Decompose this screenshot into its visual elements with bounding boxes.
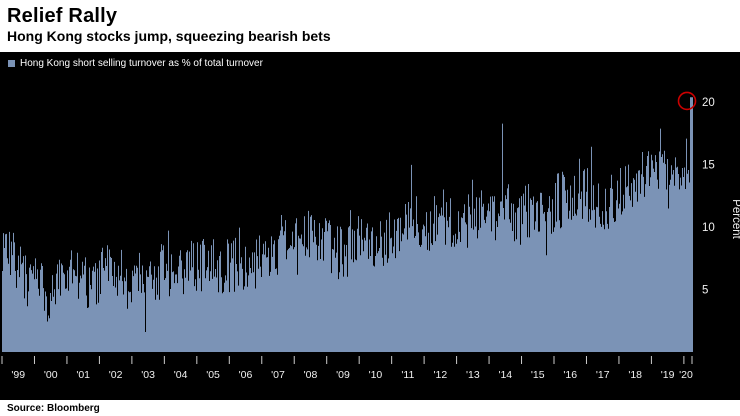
x-axis-label: '08 (304, 369, 318, 381)
x-axis-label: '18 (628, 369, 642, 381)
x-axis-label: '03 (141, 369, 155, 381)
x-axis-label: '06 (239, 369, 253, 381)
y-axis-label: 10 (702, 222, 715, 234)
x-axis-label: '01 (76, 369, 90, 381)
series-bars (2, 97, 693, 352)
x-axis-label: '20 (679, 369, 693, 381)
x-axis-label: '14 (498, 369, 512, 381)
x-axis-label: '11 (401, 369, 414, 381)
source-attribution: Source: Bloomberg (7, 402, 100, 414)
y-axis-label: 20 (702, 97, 715, 109)
chart-subtitle: Hong Kong stocks jump, squeezing bearish… (7, 28, 331, 44)
x-axis-label: '04 (174, 369, 188, 381)
x-axis-label: '12 (434, 369, 448, 381)
x-axis-label: '17 (596, 369, 610, 381)
x-axis-label: '02 (109, 369, 123, 381)
x-axis-label: '15 (531, 369, 545, 381)
x-axis-label: '13 (466, 369, 480, 381)
x-axis-label: '05 (206, 369, 220, 381)
legend-swatch-icon (8, 60, 15, 67)
x-axis-label: '00 (44, 369, 58, 381)
chart: '99 '00 '01 '02 '03 '04 '05 '06 '07 '08 '09 '10 '11 '… (0, 52, 740, 400)
legend-label: Hong Kong short selling turnover as % of… (20, 58, 263, 69)
y-axis-title: Percent (730, 199, 740, 239)
chart-canvas: '99 '00 '01 '02 '03 '04 '05 '06 '07 '08 '09 '10 '11 '… (1, 91, 740, 381)
spike-annotation-circle (677, 91, 697, 111)
x-axis-label: '10 (369, 369, 383, 381)
x-axis-label: '16 (563, 369, 577, 381)
chart-title: Relief Rally (7, 5, 118, 27)
y-axis-label: 5 (702, 285, 708, 297)
chart-footer: Source: Bloomberg (0, 400, 740, 416)
y-axis-label: 15 (702, 160, 715, 172)
chart-header: Relief Rally Hong Kong stocks jump, sque… (0, 0, 740, 52)
x-axis-label: '07 (271, 369, 285, 381)
x-axis-label: '19 (661, 369, 675, 381)
x-axis-label: '09 (336, 369, 350, 381)
chart-legend: Hong Kong short selling turnover as % of… (8, 58, 263, 69)
x-axis-label: '99 (11, 369, 25, 381)
